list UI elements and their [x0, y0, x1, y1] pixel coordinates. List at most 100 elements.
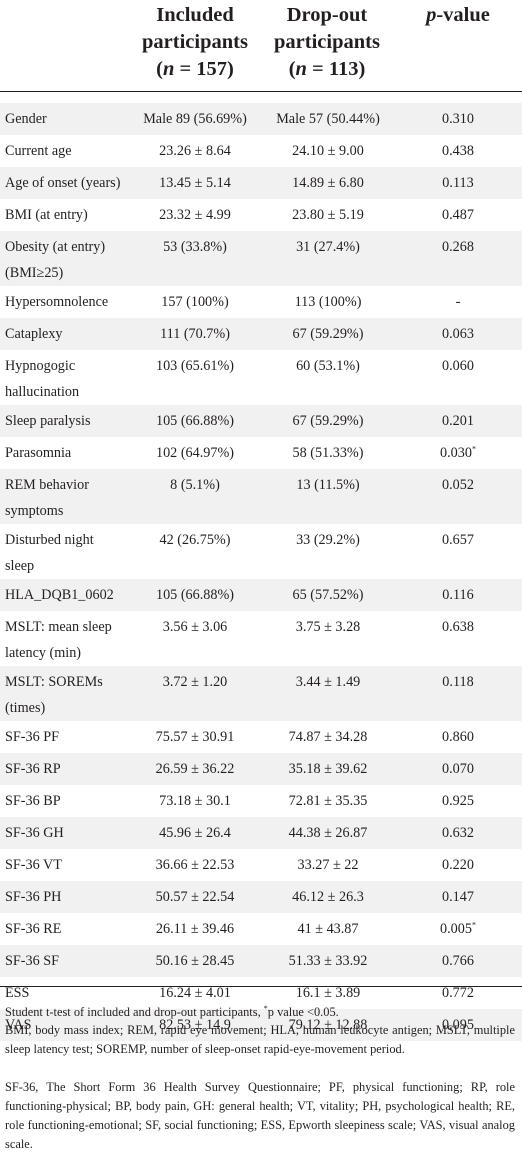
included-value: 157 (100%)	[161, 294, 229, 310]
row-label: Parasomnia	[5, 440, 135, 466]
row-label-line: VAS	[5, 1017, 32, 1033]
table-row: MSLT: mean sleep latency (min) 3.56 ± 3.06…	[0, 611, 522, 666]
row-label: Hypersomnolence	[5, 289, 135, 315]
row-label-line: SF-36 SF	[5, 953, 60, 969]
included-value: 103 (65.61%)	[155, 358, 235, 374]
row-label: SF-36 PF	[5, 724, 135, 750]
p-value: 0.116	[398, 582, 518, 608]
dropout-value: 58 (51.33%)	[292, 445, 364, 461]
table-row: SF-36 RP 26.59 ± 36.22 35.18 ± 39.62 0.070	[0, 753, 522, 785]
p-value: 0.310	[398, 106, 518, 132]
p-value-number: 0.052	[442, 477, 474, 493]
row-label: VAS	[5, 1012, 135, 1038]
p-value: 0.070	[398, 756, 518, 782]
table-row: Sleep paralysis 105 (66.88%) 67 (59.29%) 0.…	[0, 405, 522, 437]
dropout-value: 113 (100%)	[294, 294, 362, 310]
table-row: SF-36 PF 75.57 ± 30.91 74.87 ± 34.28 0.860	[0, 721, 522, 753]
row-label-line: Disturbed night	[5, 532, 94, 548]
row-label-line: Obesity (at entry)	[5, 239, 106, 255]
row-label-line: ESS	[5, 985, 30, 1001]
p-value: 0.147	[398, 884, 518, 910]
dropout-value: 33 (29.2%)	[296, 532, 360, 548]
row-label-line: SF-36 BP	[5, 793, 61, 809]
included-value: 3.56 ± 3.06	[162, 619, 228, 635]
row-label: Hypnogogic hallucination	[5, 353, 135, 405]
included-value: 36.66 ± 22.53	[155, 857, 235, 873]
row-label-line: Sleep paralysis	[5, 413, 91, 429]
bottom-rule	[0, 986, 522, 987]
p-value: 0.860	[398, 724, 518, 750]
p-value-number: 0.268	[442, 239, 474, 255]
footnote-abbreviations-2: SF-36, The Short Form 36 Health Survey Q…	[5, 1080, 515, 1151]
row-label: Sleep paralysis	[5, 408, 135, 434]
included-value: 105 (66.88%)	[155, 587, 235, 603]
row-label-line: MSLT: mean sleep	[5, 619, 112, 635]
p-value: -	[398, 289, 518, 315]
dropout-value: 41 ± 43.87	[297, 921, 359, 937]
row-label: MSLT: mean sleep latency (min)	[5, 614, 135, 666]
p-value-number: 0.310	[442, 111, 474, 127]
dropout-value: Male 57 (50.44%)	[276, 111, 380, 127]
row-label-line: Current age	[5, 143, 72, 159]
dropout-value: 79.12 ± 12.88	[288, 1017, 368, 1033]
row-label-line: latency (min)	[5, 645, 82, 661]
p-value: 0.657	[398, 527, 518, 553]
footnote-abbreviations-1: BMI, body mass index; REM, rapid eye mov…	[5, 1023, 515, 1056]
table-row: VAS 82.53 ± 14.9 79.12 ± 12.88 0.095	[0, 1009, 522, 1041]
table-row: Disturbed night sleep 42 (26.75%) 33 (29.2%…	[0, 524, 522, 579]
table-row: Hypnogogic hallucination 103 (65.61%) 60 (5…	[0, 350, 522, 405]
dropout-value: 35.18 ± 39.62	[288, 761, 368, 777]
row-label-line: (times)	[5, 700, 46, 716]
table-row: Cataplexy 111 (70.7%) 67 (59.29%) 0.063	[0, 318, 522, 350]
table-row: BMI (at entry) 23.32 ± 4.99 23.80 ± 5.19 0.…	[0, 199, 522, 231]
row-label: Cataplexy	[5, 321, 135, 347]
p-value-number: 0.220	[442, 857, 474, 873]
row-label: ESS	[5, 980, 135, 1006]
row-label-line: HLA_DQB1_0602	[5, 587, 114, 603]
table-row: Hypersomnolence 157 (100%) 113 (100%) -	[0, 286, 522, 318]
p-value: 0.268	[398, 234, 518, 260]
p-value-number: -	[455, 294, 461, 310]
p-value-number: 0.030	[440, 445, 472, 461]
included-value: 23.26 ± 8.64	[159, 143, 231, 159]
p-value-number: 0.638	[442, 619, 474, 635]
dropout-value: 60 (53.1%)	[296, 358, 360, 374]
table-row: SF-36 SF 50.16 ± 28.45 51.33 ± 33.92 0.766	[0, 945, 522, 977]
p-value: 0.925	[398, 788, 518, 814]
table-row: SF-36 RE 26.11 ± 39.46 41 ± 43.87 0.005*	[0, 913, 522, 945]
row-label-line: Age of onset (years)	[5, 175, 121, 191]
p-value-number: 0.860	[442, 729, 474, 745]
row-label-line: Parasomnia	[5, 445, 72, 461]
dropout-value: 67 (59.29%)	[292, 326, 364, 342]
dropout-value: 24.10 ± 9.00	[292, 143, 364, 159]
table-row: SF-36 BP 73.18 ± 30.1 72.81 ± 35.35 0.925	[0, 785, 522, 817]
row-label: REM behavior symptoms	[5, 472, 135, 524]
p-value: 0.632	[398, 820, 518, 846]
included-value: 102 (64.97%)	[155, 445, 235, 461]
p-value-number: 0.632	[442, 825, 474, 841]
p-value-number: 0.438	[442, 143, 474, 159]
p-value-number: 0.925	[442, 793, 474, 809]
table-row: ESS 16.24 ± 4.01 16.1 ± 3.89 0.772	[0, 977, 522, 1009]
significance-marker: *	[471, 444, 476, 454]
dropout-value: 23.80 ± 5.19	[292, 207, 364, 223]
table-row: Current age 23.26 ± 8.64 24.10 ± 9.00 0.438	[0, 135, 522, 167]
column-header-included: Included participants (n = 157)	[142, 4, 248, 80]
dropout-value: 14.89 ± 6.80	[292, 175, 364, 191]
row-label: Obesity (at entry) (BMI≥25)	[5, 234, 135, 286]
included-value: 3.72 ± 1.20	[162, 674, 228, 690]
row-label: Gender	[5, 106, 135, 132]
row-label-line: SF-36 RP	[5, 761, 61, 777]
p-value-number: 0.113	[442, 175, 474, 191]
p-value-number: 0.766	[442, 953, 474, 969]
included-value: 8 (5.1%)	[170, 477, 220, 493]
dropout-value: 46.12 ± 26.3	[292, 889, 364, 905]
row-label-line: symptoms	[5, 503, 64, 519]
p-value: 0.201	[398, 408, 518, 434]
row-label-line: SF-36 PH	[5, 889, 62, 905]
dropout-value: 31 (27.4%)	[296, 239, 360, 255]
row-label: SF-36 GH	[5, 820, 135, 846]
row-label: BMI (at entry)	[5, 202, 135, 228]
p-value-number: 0.063	[442, 326, 474, 342]
